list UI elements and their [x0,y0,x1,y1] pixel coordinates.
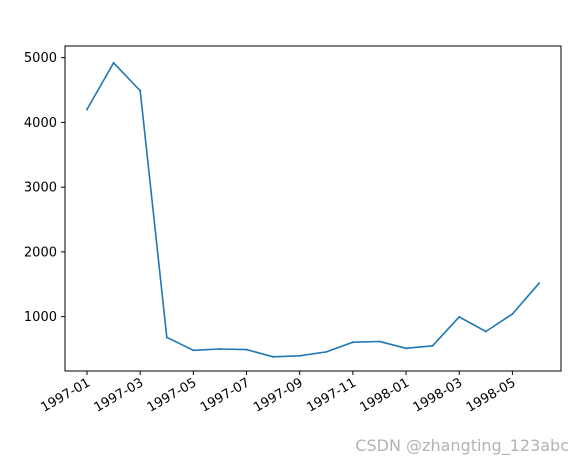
x-tick-label: 1997-01 [38,375,93,415]
data-point [272,355,275,358]
x-tick-label: 1997-11 [304,375,359,415]
plot-area [64,45,562,372]
y-tick-label: 5000 [24,51,57,66]
x-tick-label: 1997-03 [92,375,147,415]
y-tick-label: 3000 [24,181,57,196]
x-tick-label: 1997-07 [198,375,253,415]
x-tick-label: 1998-03 [411,375,466,415]
x-tick-label: 1998-05 [464,375,519,415]
y-tick-label: 2000 [24,245,57,260]
y-axis: 1000 2000 3000 4000 5000 [24,51,65,325]
data-point [112,61,115,64]
data-point [139,89,142,92]
data-point [351,341,354,344]
x-tick-label: 1997-05 [145,375,200,415]
data-point [165,336,168,339]
data-point [405,347,408,350]
x-axis: 1997-011997-031997-051997-071997-091997-… [38,371,518,416]
x-tick-label: 1998-01 [358,375,413,415]
data-point [245,348,248,351]
data-point [458,315,461,318]
data-point [484,330,487,333]
data-point [192,349,195,352]
watermark: CSDN @zhangting_123abc [355,436,569,455]
data-point [378,340,381,343]
y-tick-label: 1000 [24,310,57,325]
y-tick-label: 4000 [24,116,57,131]
data-point [218,347,221,350]
data-point [511,313,514,316]
data-point [325,350,328,353]
data-point [431,344,434,347]
data-point [298,354,301,357]
data-point [86,108,88,111]
data-point [538,282,540,285]
x-tick-label: 1997-09 [251,375,306,415]
series-line [86,61,540,358]
